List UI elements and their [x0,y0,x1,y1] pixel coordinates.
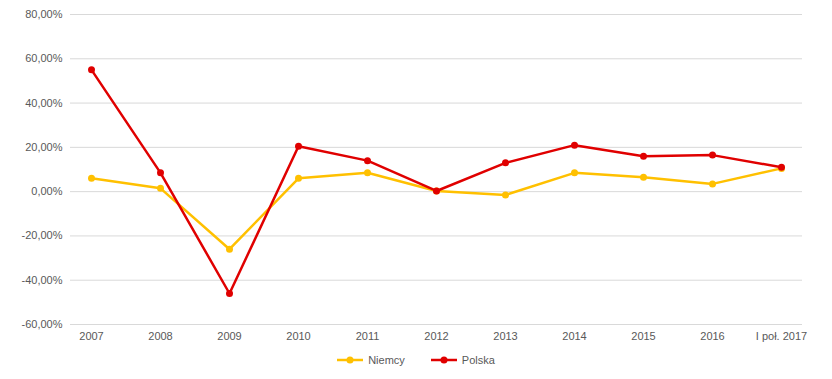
svg-text:2015: 2015 [631,330,655,342]
svg-text:-60,00%: -60,00% [22,318,63,330]
svg-text:2016: 2016 [700,330,724,342]
svg-text:2013: 2013 [493,330,517,342]
html-text:Polska: Polska [461,354,495,366]
html-text:Niemcy: Niemcy [368,354,405,366]
svg-text:80,00%: 80,00% [25,8,63,20]
svg-text:I poł. 2017: I poł. 2017 [756,330,807,342]
svg-text:-20,00%: -20,00% [22,229,63,241]
svg-text:2007: 2007 [79,330,103,342]
svg-text:-40,00%: -40,00% [22,274,63,286]
svg-text:60,00%: 60,00% [25,52,63,64]
svg-text:40,00%: 40,00% [25,97,63,109]
svg-text:2009: 2009 [217,330,241,342]
svg-text:0,00%: 0,00% [31,185,62,197]
svg-text:2011: 2011 [356,330,380,342]
svg-text:2008: 2008 [148,330,172,342]
svg-text:2014: 2014 [562,330,586,342]
svg-text:2012: 2012 [424,330,448,342]
svg-text:20,00%: 20,00% [25,141,63,153]
svg-text:2010: 2010 [286,330,310,342]
